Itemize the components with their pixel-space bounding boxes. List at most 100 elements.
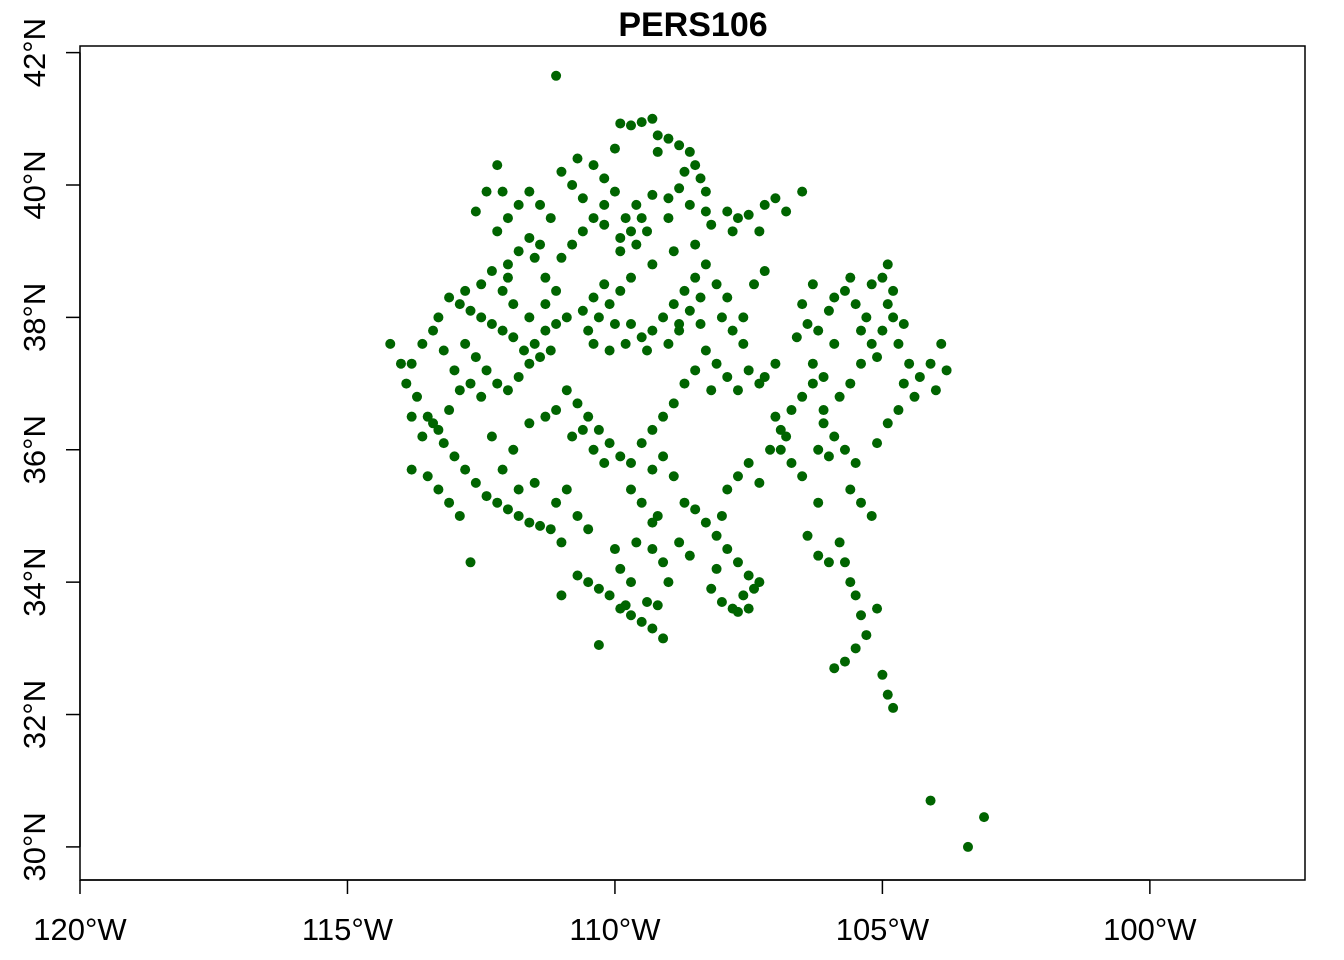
data-point	[567, 180, 578, 190]
data-point	[647, 517, 658, 528]
data-point	[492, 226, 503, 237]
data-point	[625, 272, 636, 283]
data-point	[636, 213, 647, 224]
chart-title: PERS106	[618, 6, 767, 44]
data-point	[727, 325, 738, 336]
data-point	[882, 299, 893, 310]
data-point	[460, 464, 471, 475]
data-point	[615, 563, 626, 574]
data-point	[502, 272, 513, 283]
data-point	[529, 338, 540, 349]
data-point	[706, 583, 717, 594]
data-point	[759, 266, 770, 277]
data-point	[839, 285, 850, 296]
data-point	[604, 590, 615, 601]
data-point	[497, 464, 508, 475]
data-point	[551, 285, 562, 296]
data-point	[770, 358, 781, 369]
data-point	[904, 358, 915, 369]
data-point	[433, 484, 444, 495]
data-point	[535, 520, 546, 531]
data-point	[674, 319, 685, 329]
data-point	[861, 630, 872, 641]
data-point	[695, 319, 706, 329]
data-point	[898, 378, 909, 389]
x-tick-label: 110°W	[569, 912, 661, 947]
x-tick-label: 120°W	[33, 912, 127, 947]
data-point	[759, 371, 770, 382]
data-point	[818, 405, 829, 416]
data-point	[786, 405, 797, 416]
data-point	[642, 597, 653, 607]
data-point	[722, 544, 733, 555]
data-point	[813, 497, 824, 508]
data-point	[647, 623, 658, 634]
data-point	[722, 292, 733, 303]
data-point	[486, 319, 497, 329]
data-point	[572, 570, 583, 581]
data-point	[647, 325, 658, 336]
data-point	[888, 312, 899, 323]
data-point	[716, 510, 727, 521]
data-point	[604, 345, 615, 356]
data-point	[502, 259, 513, 270]
data-point	[882, 689, 893, 700]
data-point	[668, 246, 679, 257]
data-point	[577, 226, 588, 237]
data-point	[706, 219, 717, 230]
data-point	[599, 279, 610, 290]
data-point	[535, 199, 546, 210]
data-point	[700, 345, 711, 356]
data-point	[470, 206, 481, 217]
data-point	[732, 385, 743, 396]
data-point	[652, 130, 663, 141]
data-point	[786, 458, 797, 468]
data-point	[807, 358, 818, 369]
data-point	[716, 312, 727, 323]
data-point	[625, 120, 636, 131]
data-point	[877, 272, 888, 283]
data-point	[700, 186, 711, 197]
data-point	[893, 338, 904, 349]
data-point	[647, 464, 658, 475]
data-point	[856, 497, 867, 508]
x-tick-label: 115°W	[302, 912, 394, 947]
data-point	[604, 438, 615, 449]
x-axis: 120°W 115°W 110°W 105°W 100°W	[33, 879, 1197, 947]
data-point	[872, 603, 883, 614]
data-point	[599, 199, 610, 210]
data-point	[524, 186, 535, 197]
data-point	[497, 325, 508, 336]
data-point	[502, 213, 513, 224]
data-point	[438, 345, 449, 356]
data-point	[444, 497, 455, 508]
data-point	[385, 338, 396, 349]
y-axis: 30°N 32°N 34°N 36°N 38°N 40°N 42°N	[17, 18, 81, 882]
data-point	[674, 140, 685, 151]
data-point	[695, 173, 706, 184]
data-point	[749, 279, 760, 290]
data-point	[684, 550, 695, 561]
data-point	[524, 418, 535, 429]
data-point	[658, 451, 669, 462]
data-point	[856, 325, 867, 336]
data-point	[545, 213, 556, 224]
data-point	[625, 226, 636, 237]
data-point	[818, 371, 829, 382]
data-point	[647, 424, 658, 435]
data-point	[732, 557, 743, 568]
data-point	[802, 319, 813, 329]
data-point	[850, 643, 861, 654]
data-point	[872, 438, 883, 449]
data-point	[925, 795, 936, 806]
data-point	[813, 444, 824, 455]
data-point	[476, 312, 487, 323]
data-point	[583, 577, 594, 588]
data-point	[658, 557, 669, 568]
data-point	[775, 424, 786, 435]
y-tick-label: 36°N	[17, 415, 52, 484]
data-point	[941, 365, 952, 376]
data-point	[438, 438, 449, 449]
data-point	[599, 173, 610, 184]
data-point	[508, 299, 519, 310]
